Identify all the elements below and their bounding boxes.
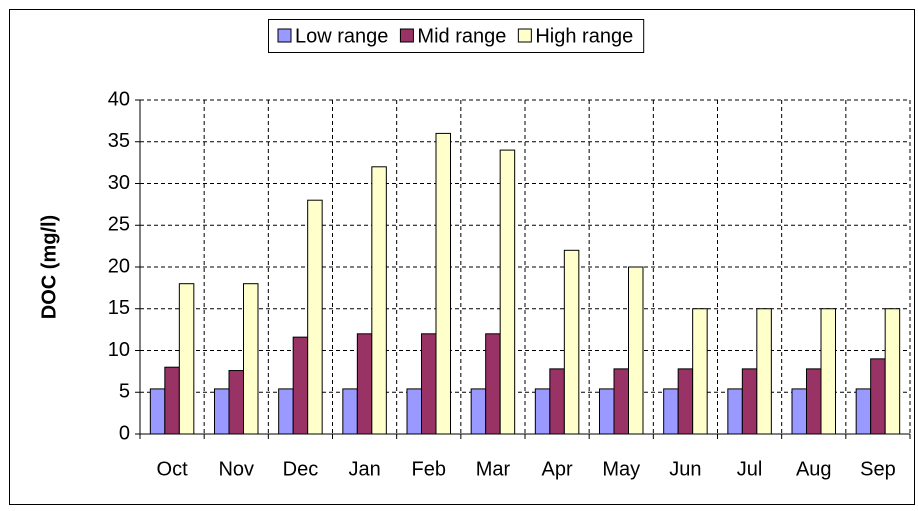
legend-swatch [399, 28, 414, 43]
bar [485, 333, 501, 435]
legend-label: High range [535, 25, 633, 47]
bar [791, 388, 807, 435]
y-tick-label: 15 [108, 297, 130, 319]
bar [214, 388, 230, 435]
legend-label: Mid range [417, 25, 506, 47]
x-tick-label: Mar [476, 458, 511, 480]
x-tick-label: Jul [737, 458, 763, 480]
x-tick-label: Aug [796, 458, 832, 480]
bar [421, 333, 437, 435]
bar [371, 166, 387, 435]
bar [534, 388, 551, 435]
x-tick-label: Nov [218, 458, 254, 480]
x-tick-label: Feb [412, 458, 446, 480]
y-tick-label: 25 [108, 214, 130, 236]
bar [663, 388, 679, 435]
bar [292, 336, 309, 435]
bar [228, 370, 244, 435]
bar [613, 368, 629, 435]
bar [549, 368, 565, 435]
bar [499, 149, 516, 435]
bar [628, 266, 644, 435]
x-tick-label: Dec [283, 458, 319, 480]
bar [406, 388, 422, 435]
bar [356, 333, 373, 435]
bar [149, 388, 166, 435]
bar [470, 388, 487, 435]
bar [870, 358, 886, 435]
x-tick-label: May [602, 458, 640, 480]
bar [806, 368, 822, 435]
bar [727, 388, 743, 435]
bar [178, 283, 195, 435]
legend-label: Low range [295, 25, 388, 47]
bar [692, 308, 708, 435]
y-tick-label: 20 [108, 255, 130, 277]
bar [278, 388, 294, 435]
bar [599, 388, 615, 435]
bar [563, 249, 580, 435]
bar [164, 366, 180, 435]
x-tick-label: Jan [348, 458, 380, 480]
legend-box [268, 19, 645, 53]
y-tick-label: 35 [108, 130, 130, 152]
bar [342, 388, 358, 435]
bar [855, 388, 872, 435]
x-tick-label: Sep [860, 458, 896, 480]
y-tick-label: 40 [108, 88, 130, 110]
bar [435, 132, 451, 435]
y-axis-label: DOC (mg/l) [38, 215, 60, 319]
bar [243, 283, 259, 435]
bar [884, 308, 901, 435]
y-tick-label: 5 [119, 381, 130, 403]
bar [756, 308, 772, 435]
x-tick-label: Jun [669, 458, 701, 480]
y-tick-label: 0 [119, 422, 130, 444]
legend-swatch [517, 28, 532, 43]
y-tick-label: 30 [108, 172, 130, 194]
bar [307, 199, 323, 435]
y-tick-label: 10 [108, 339, 130, 361]
legend-swatch [277, 28, 292, 43]
bar [677, 368, 694, 435]
x-tick-label: Apr [542, 458, 573, 480]
x-tick-label: Oct [157, 458, 189, 480]
bar [820, 308, 836, 435]
bar [741, 368, 758, 435]
